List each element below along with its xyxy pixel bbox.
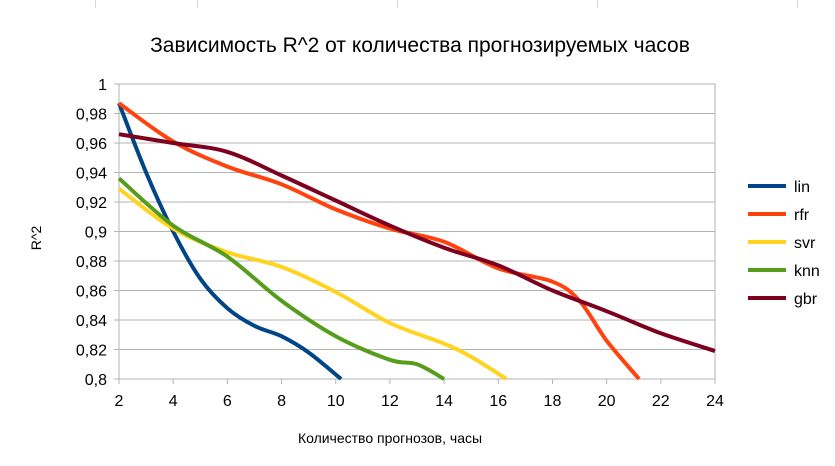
y-tick-label: 0,84 xyxy=(76,313,107,330)
series-line-lin xyxy=(117,102,343,381)
y-tick-label: 0,86 xyxy=(76,284,107,301)
y-tick-label: 0,96 xyxy=(76,136,107,153)
border-tick xyxy=(95,0,96,8)
y-tick-label: 0,8 xyxy=(85,372,107,389)
legend-label-svr: svr xyxy=(794,235,816,252)
series-line-svr xyxy=(117,187,508,381)
y-tick-label: 0,82 xyxy=(76,343,107,360)
x-tick-label: 22 xyxy=(652,393,670,410)
y-tick-label: 0,92 xyxy=(76,195,107,212)
x-tick-label: 12 xyxy=(381,393,399,410)
series-line-knn xyxy=(117,176,446,381)
x-tick-labels: 2 4 6 8 10 12 14 16 18 20 22 24 xyxy=(115,393,724,410)
y-tick-label: 0,9 xyxy=(85,225,107,242)
legend-label-knn: knn xyxy=(794,263,820,280)
chart-title: Зависимость R^2 от количества прогнозиру… xyxy=(150,34,690,57)
legend-label-lin: lin xyxy=(794,179,810,196)
y-tick-label: 0,98 xyxy=(76,107,107,124)
x-tick-label: 6 xyxy=(223,393,232,410)
x-tick-label: 4 xyxy=(169,393,178,410)
plot-frame xyxy=(118,83,716,380)
y-tick-label: 1 xyxy=(98,77,107,94)
border-tick xyxy=(597,0,598,8)
border-tick xyxy=(397,0,398,8)
border-tick xyxy=(197,0,198,8)
border-tick xyxy=(797,0,798,8)
y-tick-label: 0,88 xyxy=(76,254,107,271)
x-axis-label: Количество прогнозов, часы xyxy=(298,430,482,446)
x-tick-label: 10 xyxy=(327,393,345,410)
x-tick-label: 20 xyxy=(598,393,616,410)
x-tick-label: 16 xyxy=(489,393,507,410)
x-tick-label: 2 xyxy=(115,393,124,410)
x-tick-label: 14 xyxy=(435,393,453,410)
x-tick-label: 18 xyxy=(544,393,562,410)
series-layer xyxy=(117,101,716,381)
legend-label-gbr: gbr xyxy=(794,291,818,308)
series-line-gbr xyxy=(118,132,716,353)
legend-label-rfr: rfr xyxy=(794,207,810,224)
y-tick-labels: 0,8 0,82 0,84 0,86 0,88 0,9 0,92 0,94 0,96 0,98 1 xyxy=(76,77,107,389)
x-tick-label: 24 xyxy=(706,393,724,410)
legend: lin rfr svr knn gbr xyxy=(748,179,820,308)
y-axis-label: R^2 xyxy=(28,226,44,251)
x-tick-label: 8 xyxy=(277,393,286,410)
y-tick-label: 0,94 xyxy=(76,166,107,183)
